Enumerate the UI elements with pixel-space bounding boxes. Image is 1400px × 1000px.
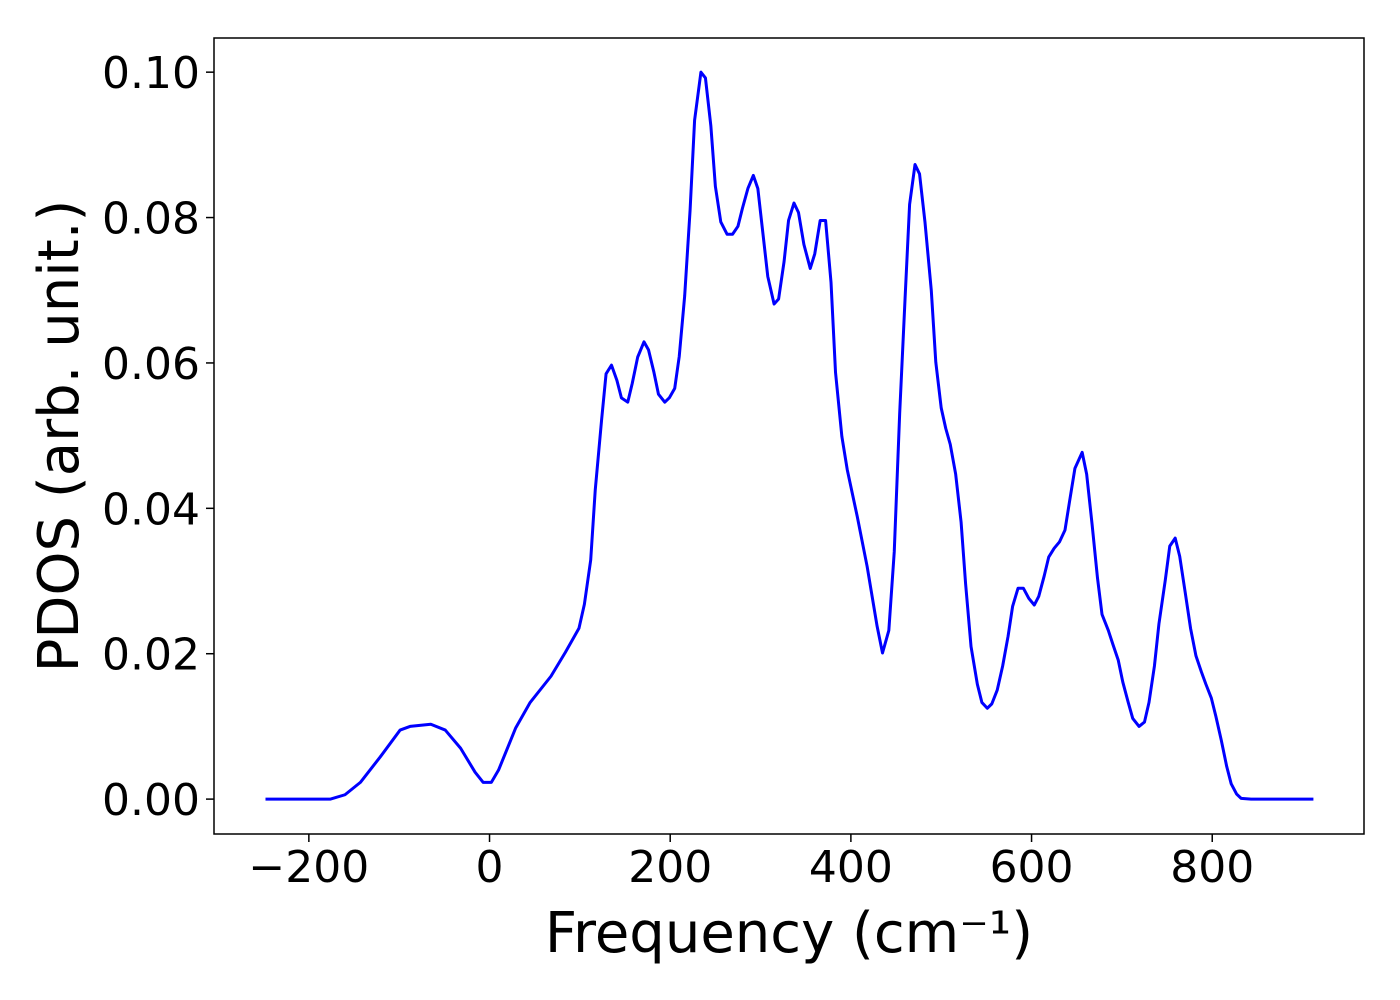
y-axis-label: PDOS (arb. unit.) <box>27 200 92 673</box>
x-tick-label: 800 <box>1170 842 1254 893</box>
plot-frame <box>213 37 1365 835</box>
x-tick-label: 0 <box>476 842 504 893</box>
x-tick-label: 400 <box>809 842 893 893</box>
y-tick-label: 0.02 <box>102 630 200 681</box>
y-tick-label: 0.10 <box>102 48 200 99</box>
x-tick-label: −200 <box>248 842 369 893</box>
x-axis-label: Frequency (cm⁻¹) <box>545 901 1033 966</box>
y-tick-label: 0.04 <box>102 484 200 535</box>
x-tick-label: 600 <box>990 842 1074 893</box>
y-tick-label: 0.00 <box>102 775 200 826</box>
x-tick-label: 200 <box>628 842 712 893</box>
y-tick-label: 0.06 <box>102 339 200 390</box>
data-line <box>265 70 1314 801</box>
y-tick-label: 0.08 <box>102 194 200 245</box>
